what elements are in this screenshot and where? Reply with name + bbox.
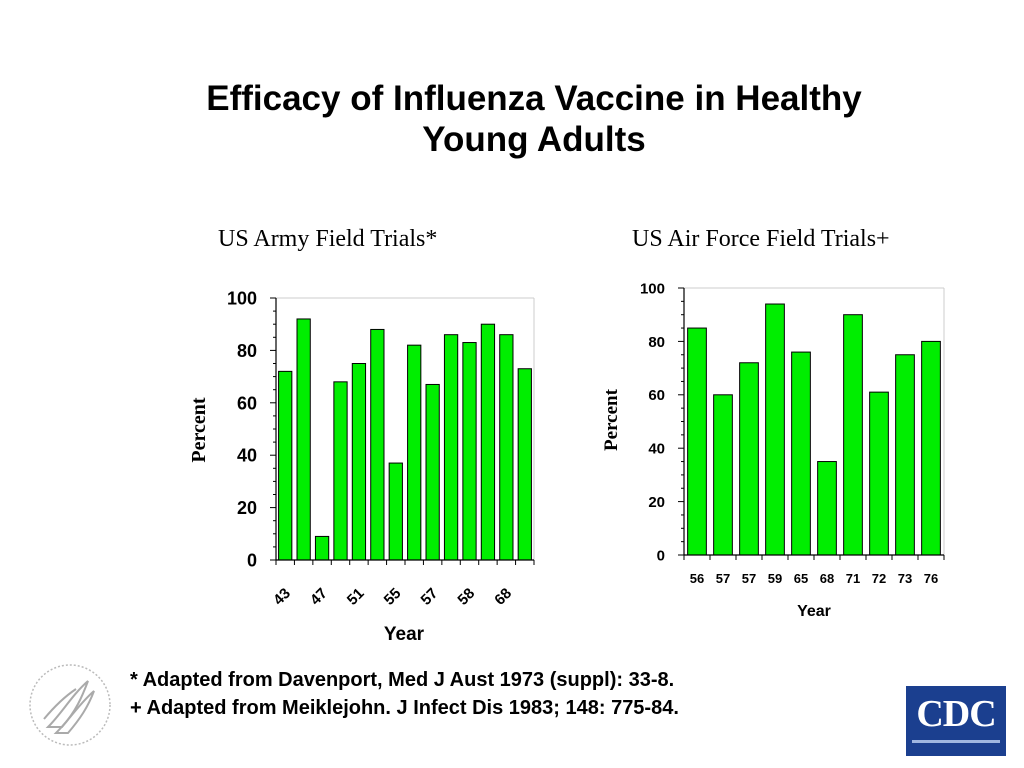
airforce-y-tick-label: 40 (648, 441, 665, 458)
airforce-bar (869, 391, 889, 556)
airforce-x-tick-label: 56 (690, 571, 704, 586)
airforce-y-tick-label: 80 (648, 334, 665, 351)
airforce-x-tick-label: 72 (872, 571, 886, 586)
army-bar (462, 342, 477, 561)
slide-title: Efficacy of Influenza Vaccine in Healthy… (0, 78, 1024, 160)
army-bar (425, 383, 440, 561)
army-y-tick-label: 80 (237, 341, 257, 361)
army-bar (296, 318, 311, 561)
airforce-bar (791, 351, 811, 556)
army-x-tick-label: 57 (418, 585, 442, 609)
cdc-logo-tagline-bar (912, 740, 1000, 743)
army-bar (388, 462, 403, 561)
army-bar (370, 328, 385, 561)
airforce-bar (921, 340, 941, 556)
army-x-axis-label: Year (384, 624, 425, 645)
airforce-x-axis-label: Year (797, 603, 831, 620)
slide-title-line-1: Efficacy of Influenza Vaccine in Healthy (206, 79, 862, 118)
airforce-y-tick-label: 0 (657, 547, 665, 564)
airforce-x-tick-label: 71 (846, 571, 860, 586)
army-y-tick-label: 20 (237, 498, 257, 518)
army-bar (480, 323, 496, 561)
army-x-tick-label: 58 (454, 585, 478, 609)
army-x-tick-label: 51 (344, 585, 368, 609)
airforce-bar (765, 303, 785, 556)
army-bar (278, 370, 293, 561)
airforce-x-tick-label: 57 (716, 571, 730, 586)
cdc-logo-text: CDC (916, 693, 996, 735)
airforce-chart-title: US Air Force Field Trials+ (632, 226, 890, 252)
army-bar (407, 344, 422, 561)
airforce-y-tick-label: 20 (648, 494, 665, 511)
airforce-bar (817, 461, 837, 556)
airforce-y-tick-label: 100 (640, 280, 665, 297)
airforce-bar (739, 362, 759, 556)
airforce-x-tick-label: 68 (820, 571, 834, 586)
airforce-bar (843, 314, 863, 556)
army-y-tick-label: 0 (247, 550, 257, 570)
airforce-bar (687, 327, 707, 556)
footnote-davenport: * Adapted from Davenport, Med J Aust 197… (130, 669, 675, 691)
cdc-logo: CDC (906, 686, 1006, 756)
airforce-y-tick-label: 60 (648, 387, 665, 404)
airforce-x-tick-label: 76 (924, 571, 938, 586)
hhs-eagle-seal-icon (29, 664, 111, 746)
airforce-x-tick-label: 59 (768, 571, 782, 586)
army-x-tick-label: 68 (491, 585, 515, 609)
army-bar (499, 334, 514, 561)
army-y-axis-label: Percent (188, 397, 210, 462)
army-x-tick-label: 47 (307, 585, 331, 609)
airforce-bar (713, 394, 733, 556)
army-x-tick-label: 55 (381, 585, 405, 609)
airforce-x-tick-label: 73 (898, 571, 912, 586)
slide-title-line-2: Young Adults (422, 120, 646, 159)
army-y-tick-label: 100 (227, 288, 257, 308)
airforce-y-axis-label: Percent (601, 388, 622, 451)
army-bar (333, 381, 348, 561)
army-chart-title: US Army Field Trials* (218, 226, 438, 252)
airforce-x-tick-label: 65 (794, 571, 808, 586)
army-bar (314, 535, 330, 561)
army-y-tick-label: 40 (237, 446, 257, 466)
army-bar (443, 334, 459, 561)
airforce-bar (895, 354, 915, 556)
army-y-tick-label: 60 (237, 393, 257, 413)
army-x-tick-label: 43 (270, 585, 294, 609)
footnotes: * Adapted from Davenport, Med J Aust 197… (130, 666, 679, 722)
footnote-meiklejohn: + Adapted from Meiklejohn. J Infect Dis … (130, 697, 679, 719)
army-bar (351, 363, 367, 561)
airforce-x-tick-label: 57 (742, 571, 756, 586)
army-bar (517, 368, 532, 561)
charts-canvas: 0 20 40 60 80 100 43 47 51 55 57 58 68 Year Percent 0 20… (188, 280, 945, 645)
